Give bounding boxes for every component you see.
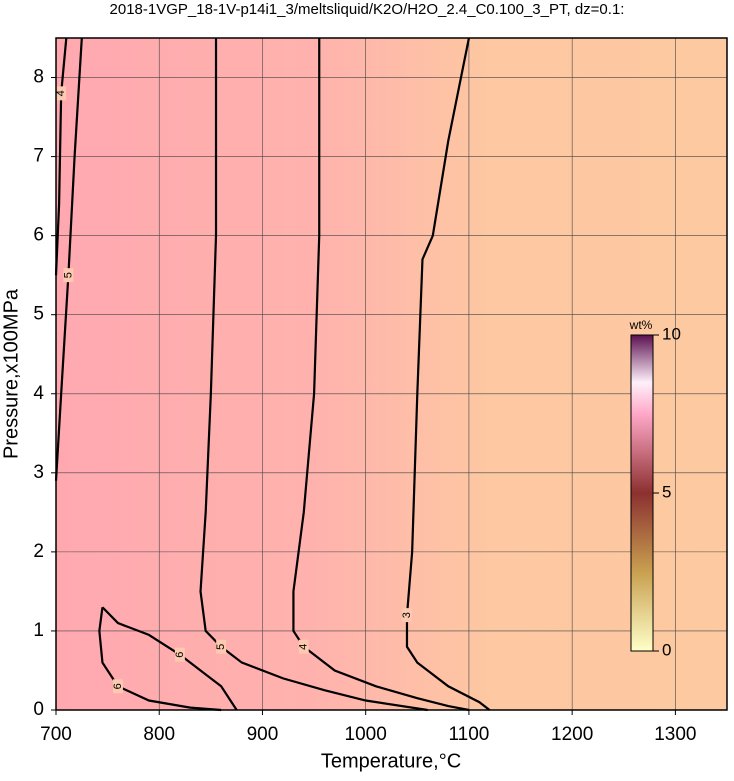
contour-label-bg — [63, 268, 74, 283]
y-tick-label: 8 — [33, 67, 44, 88]
colorbar-tick-label: 0 — [662, 640, 671, 659]
colorbar-tick-label: 10 — [662, 324, 681, 343]
colorbar — [630, 334, 654, 652]
x-tick-label: 900 — [247, 724, 279, 745]
contour-label: 5 — [215, 644, 227, 650]
colorbar-label: wt% — [629, 318, 653, 332]
chart-title: 2018-1VGP_18-1V-p14i1_3/meltsliquid/K2O/… — [110, 1, 625, 18]
contour-line — [54, 37, 68, 276]
contour-label-bg — [112, 679, 123, 694]
contour-label: 4 — [55, 90, 67, 96]
contour-label-bg — [401, 608, 412, 623]
y-tick-label: 2 — [33, 541, 44, 562]
contour-line — [405, 37, 491, 711]
y-tick-label: 6 — [33, 225, 44, 246]
contour-label-bg — [216, 639, 227, 654]
contour-label-bg — [56, 86, 67, 101]
contour-label-bg — [298, 639, 309, 654]
y-tick-label: 4 — [33, 383, 44, 404]
x-tick-label: 1100 — [448, 724, 489, 745]
contour-label: 4 — [298, 644, 310, 650]
x-axis-label: Temperature,°C — [321, 750, 461, 772]
x-tick-label: 1300 — [654, 724, 696, 745]
x-tick-label: 700 — [40, 724, 72, 745]
frame — [55, 37, 728, 711]
y-tick-label: 3 — [33, 462, 44, 483]
x-tick-label: 1200 — [551, 724, 593, 745]
y-tick-label: 1 — [33, 620, 44, 641]
contour-label: 6 — [174, 652, 186, 658]
y-tick-label: 7 — [33, 146, 44, 167]
contour-label: 3 — [401, 612, 413, 618]
y-tick-label: 0 — [33, 699, 44, 720]
contour-label: 5 — [62, 272, 74, 278]
contour-label: 6 — [112, 683, 124, 689]
colorbar-tick-label: 5 — [662, 482, 671, 501]
contour-label-bg — [174, 647, 185, 662]
x-tick-label: 800 — [143, 724, 175, 745]
y-tick-label: 5 — [33, 304, 44, 325]
contour-line — [292, 38, 470, 712]
x-tick-label: 1000 — [345, 724, 387, 745]
field — [56, 38, 727, 710]
y-axis-label: Pressure,x100MPa — [0, 288, 22, 459]
contour-line — [199, 38, 428, 712]
